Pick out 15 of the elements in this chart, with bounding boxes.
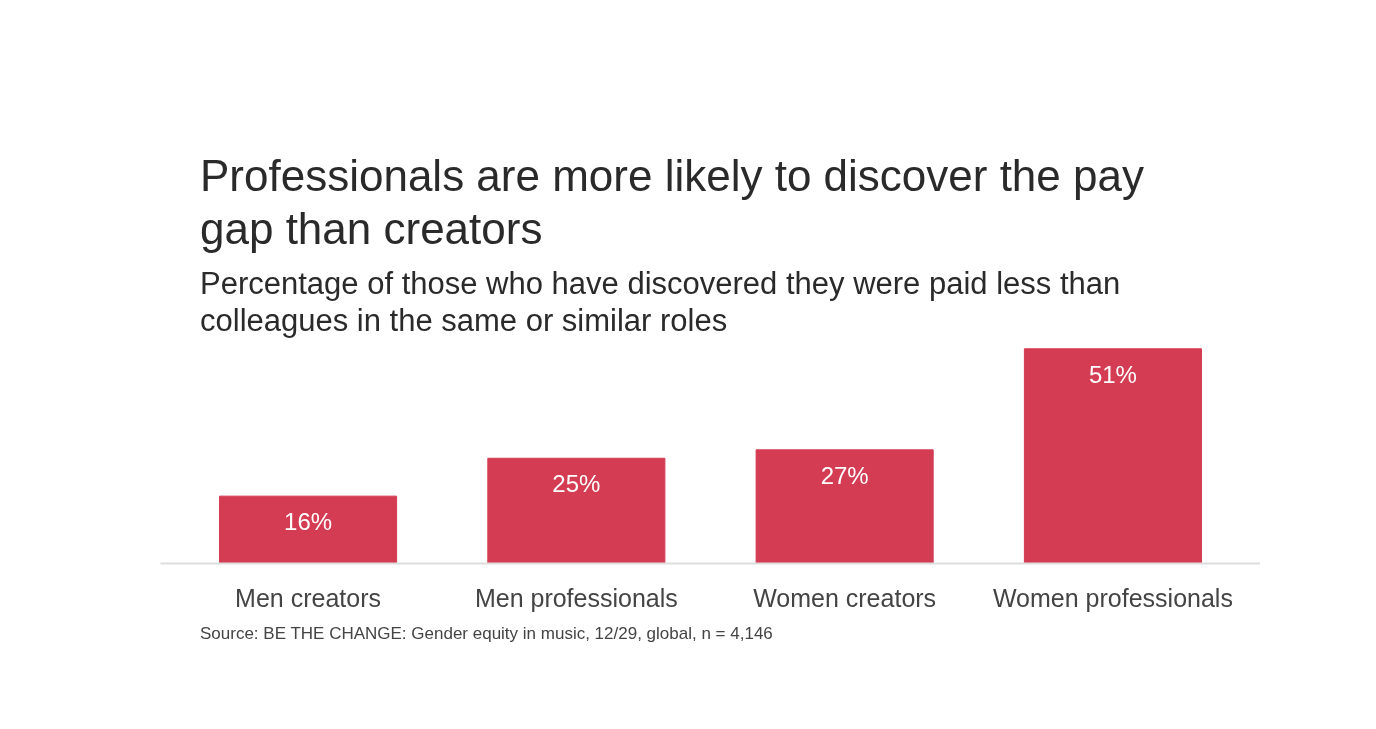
chart-title: Professionals are more likely to discover the pay gap than creators (200, 150, 1145, 255)
source-note: Source: BE THE CHANGE: Gender equity in music, 12/29, global, n = 4,146 (200, 622, 773, 645)
x-tick-label: Women creators (753, 583, 937, 612)
data-label: 25% (552, 470, 601, 498)
data-label: 16% (284, 508, 333, 536)
chart-subtitle: Percentage of those who have discovered they were paid less than colleagues in the same or similar roles (200, 264, 1122, 339)
data-label: 51% (1088, 360, 1137, 388)
x-tick-label: Men professionals (474, 583, 678, 612)
bar (487, 457, 666, 564)
x-tick-label: Women professionals (992, 583, 1233, 612)
bar (1023, 348, 1202, 564)
bar (219, 495, 398, 564)
bar (755, 449, 934, 564)
x-tick-label: Men creators (235, 583, 382, 612)
data-label: 27% (820, 461, 869, 489)
